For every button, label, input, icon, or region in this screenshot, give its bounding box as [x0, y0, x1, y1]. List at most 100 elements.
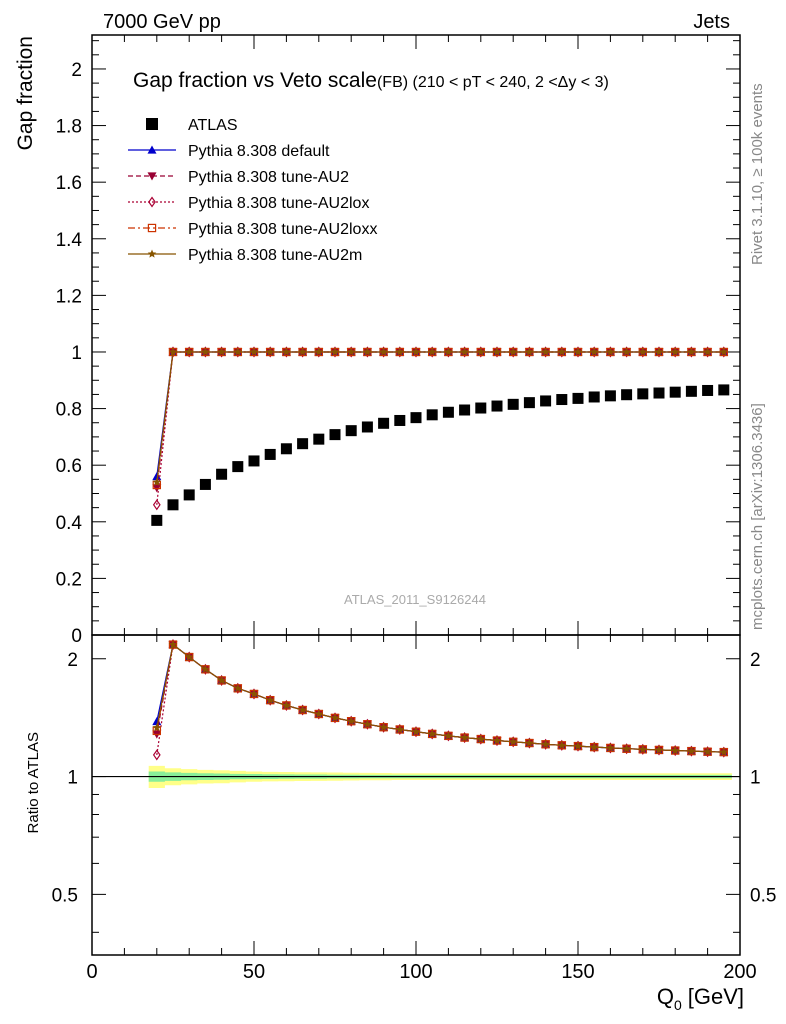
data-point — [201, 347, 210, 356]
x-tick-label: 50 — [243, 961, 265, 983]
legend-entry-5: Pythia 8.308 tune-AU2m — [128, 247, 362, 264]
rivet-label: Rivet 3.1.10, ≥ 100k events — [749, 83, 766, 265]
data-point — [653, 387, 665, 399]
series-5-upper — [152, 347, 729, 486]
data-point — [442, 406, 454, 418]
legend-label: Pythia 8.308 tune-AU2 — [188, 169, 349, 186]
ratio-point — [654, 745, 664, 754]
y-tick-label-right: 2 — [750, 650, 761, 671]
data-point — [604, 390, 616, 402]
y-tick-label: 1.8 — [56, 117, 82, 138]
ratio-point — [525, 738, 534, 747]
data-point — [638, 347, 648, 356]
chart-subtitle: (FB) (210 < pT < 240, 2 <Δy < 3) — [377, 74, 609, 91]
data-point — [167, 499, 179, 511]
data-point — [314, 347, 324, 356]
ratio-point — [622, 744, 631, 753]
data-point — [232, 461, 244, 473]
data-point — [476, 347, 486, 356]
ratio-point — [379, 722, 388, 731]
ratio-line — [156, 643, 724, 753]
data-point — [184, 347, 194, 356]
data-point — [556, 394, 568, 406]
legend-label: Pythia 8.308 tune-AU2loxx — [188, 221, 377, 238]
y-tick-label: 2 — [71, 60, 82, 81]
legend-entry-4: Pythia 8.308 tune-AU2loxx — [128, 221, 377, 238]
data-point — [233, 347, 243, 356]
series-line — [156, 351, 724, 477]
data-point — [427, 347, 437, 356]
ratio-point — [249, 689, 259, 698]
legend-marker — [147, 145, 157, 154]
data-point — [523, 397, 535, 409]
ratio-point — [330, 713, 340, 722]
data-point — [589, 347, 599, 356]
header-right: Jets — [693, 11, 730, 33]
ratio-point — [152, 749, 161, 761]
data-point — [492, 347, 502, 356]
series-3-ratio — [152, 639, 728, 761]
data-point — [330, 347, 340, 356]
data-point — [621, 389, 633, 401]
ratio-point — [427, 729, 437, 738]
x-tick-label: 200 — [723, 961, 756, 983]
y-tick-label: 0 — [71, 626, 82, 647]
ratio-point — [282, 700, 291, 710]
lower-axes: 0 50 100 150 200 0.5 0.5 1 1 2 2 — [52, 635, 776, 983]
series-2-ratio — [152, 640, 729, 757]
y-tick-label: 0.6 — [56, 456, 82, 477]
ratio-line — [156, 643, 724, 755]
ratio-point — [217, 675, 226, 685]
y-tick-label-right: 1 — [750, 768, 761, 789]
data-point — [588, 391, 600, 403]
legend-entry-3: Pythia 8.308 tune-AU2lox — [128, 195, 369, 212]
ratio-line — [156, 643, 724, 753]
upper-y-axis-label: Gap fraction — [14, 36, 37, 150]
legend: ATLAS Pythia 8.308 default Pythia 8.308 tu… — [128, 117, 377, 264]
data-point — [313, 433, 325, 445]
data-point — [702, 384, 714, 396]
upper-axes: 0 0.2 0.4 0.6 0.8 1 1.2 1.4 1.6 1.8 2 — [56, 35, 741, 647]
watermark: ATLAS_2011_S9126244 — [344, 592, 486, 607]
y-tick-label: 1.4 — [56, 230, 83, 251]
ratio-point — [460, 733, 469, 742]
data-point — [265, 347, 275, 356]
data-point — [444, 347, 453, 356]
data-point — [152, 499, 161, 511]
lower-y-axis-label: Ratio to ATLAS — [25, 732, 42, 833]
series-1-ratio — [152, 640, 729, 756]
data-point — [363, 347, 372, 356]
ratio-line — [156, 643, 724, 753]
ratio-point — [573, 741, 583, 750]
y-tick-label: 0.5 — [52, 885, 78, 906]
data-point — [508, 347, 518, 356]
ratio-point — [168, 640, 178, 649]
data-point — [378, 417, 390, 429]
data-point — [719, 347, 729, 356]
ratio-point — [201, 664, 210, 673]
chart-title: Gap fraction vs Veto scale(FB) (210 < pT… — [133, 69, 609, 92]
ratio-point — [265, 695, 275, 704]
data-point — [411, 347, 421, 356]
data-point — [541, 347, 550, 356]
x-tick-label: 100 — [399, 961, 432, 983]
upper-series — [151, 346, 730, 526]
ratio-point — [233, 683, 243, 692]
data-point — [280, 443, 292, 455]
data-point — [410, 412, 422, 424]
series-line — [156, 351, 724, 483]
data-point — [718, 384, 730, 396]
ratio-point — [589, 742, 599, 751]
ratio-point — [638, 744, 648, 753]
ratio-point — [508, 737, 518, 746]
data-point — [379, 347, 388, 356]
data-point — [572, 392, 584, 404]
ratio-point — [687, 746, 696, 755]
ratio-point — [444, 731, 453, 740]
data-point — [459, 404, 471, 416]
legend-marker — [147, 223, 157, 233]
y-tick-label: 1.2 — [56, 286, 82, 307]
legend-marker — [146, 118, 158, 130]
data-point — [460, 347, 469, 356]
